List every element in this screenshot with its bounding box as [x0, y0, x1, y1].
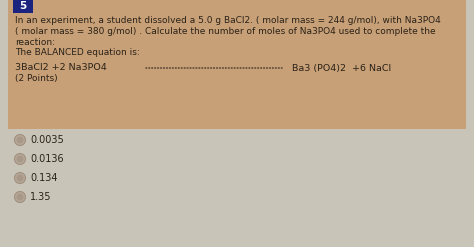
Circle shape [17, 193, 24, 201]
Circle shape [15, 172, 26, 184]
Text: 3BaCl2 +2 Na3PO4: 3BaCl2 +2 Na3PO4 [15, 63, 107, 73]
Circle shape [17, 174, 24, 182]
Circle shape [17, 137, 24, 144]
Text: 0.0035: 0.0035 [30, 135, 64, 145]
Text: In an experiment, a student dissolved a 5.0 g BaCl2. ( molar mass = 244 g/mol), : In an experiment, a student dissolved a … [15, 17, 441, 25]
Circle shape [17, 156, 24, 163]
FancyBboxPatch shape [13, 0, 33, 13]
Circle shape [15, 153, 26, 165]
Text: 5: 5 [19, 1, 27, 12]
Text: 1.35: 1.35 [30, 192, 52, 202]
Text: Ba3 (PO4)2  +6 NaCl: Ba3 (PO4)2 +6 NaCl [292, 63, 391, 73]
Circle shape [15, 191, 26, 203]
FancyBboxPatch shape [8, 0, 466, 129]
Text: 0.0136: 0.0136 [30, 154, 64, 164]
Text: The BALANCED equation is:: The BALANCED equation is: [15, 48, 140, 58]
Text: 0.134: 0.134 [30, 173, 57, 183]
Circle shape [15, 135, 26, 145]
Text: (2 Points): (2 Points) [15, 75, 58, 83]
Text: reaction:: reaction: [15, 39, 55, 47]
Text: ( molar mass = 380 g/mol) . Calculate the number of moles of Na3PO4 used to comp: ( molar mass = 380 g/mol) . Calculate th… [15, 27, 436, 37]
